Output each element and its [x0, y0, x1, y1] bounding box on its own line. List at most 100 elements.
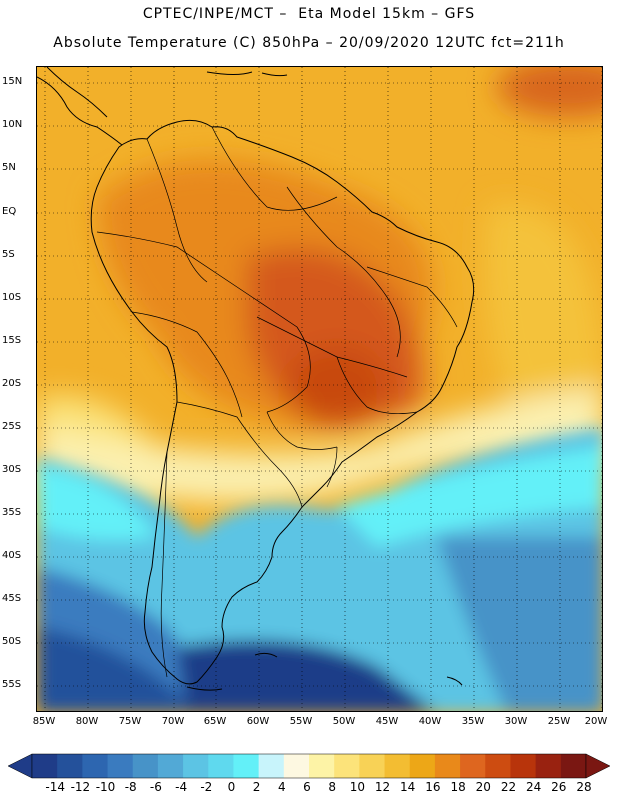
- colorbar-swatch: [334, 754, 360, 778]
- lat-label: 55S: [2, 679, 22, 690]
- temp-zone-cyan-west: [37, 467, 157, 541]
- colorbar-swatch: [359, 754, 386, 778]
- brazil-states-northeast: [366, 266, 458, 328]
- lon-label: 80W: [75, 716, 99, 727]
- colorbar-tick-label: 22: [500, 780, 517, 794]
- colorbar-swatch: [233, 754, 260, 778]
- colorbar-swatch: [208, 754, 234, 778]
- colorbar-swatch: [434, 754, 461, 778]
- caribbean-islands: [206, 71, 253, 75]
- colorbar-tick-label: 8: [328, 780, 336, 794]
- brazil-states-central: [256, 316, 408, 378]
- temperature-field-cold: [37, 427, 602, 711]
- falkland-islands: [254, 652, 278, 658]
- border-colombia-venezuela: [146, 138, 208, 283]
- lon-label: 50W: [332, 716, 356, 727]
- colorbar-arrow-left: [7, 753, 33, 779]
- colorbar-tick-label: -12: [70, 780, 91, 794]
- lon-label: 70W: [161, 716, 185, 727]
- colorbar-swatch: [183, 754, 209, 778]
- colorbar-tick-label: 10: [349, 780, 366, 794]
- border-paraguay: [266, 411, 338, 450]
- lon-label: 55W: [289, 716, 313, 727]
- colorbar-tick-label: 18: [450, 780, 466, 794]
- lat-label: 25S: [2, 421, 22, 432]
- temp-zone-hot-core: [287, 347, 387, 427]
- colorbar-tick-label: -6: [149, 780, 162, 794]
- coastlines: [37, 67, 475, 691]
- temp-zone-blue-southeast: [437, 536, 602, 711]
- lat-label: 40S: [2, 550, 22, 561]
- colorbar-swatch: [460, 754, 486, 778]
- temp-zone-pale-band: [37, 387, 602, 503]
- map-title: CPTEC/INPE/MCT – Eta Model 15km – GFS: [142, 6, 476, 22]
- brazil-states-south: [336, 356, 418, 414]
- border-peru-bolivia: [131, 311, 243, 418]
- lat-label: EQ: [2, 206, 17, 217]
- colorbar-swatch: [82, 754, 109, 778]
- colorbar-tick-label: -2: [200, 780, 213, 794]
- border-brazil-bolivia: [236, 286, 311, 413]
- lon-label: 85W: [32, 716, 56, 727]
- colorbar-tick-label: 28: [576, 780, 592, 794]
- map-svg: [37, 67, 602, 711]
- colorbar-tick-label: -10: [95, 780, 116, 794]
- colorbar-swatch: [157, 754, 184, 778]
- colorbar-swatches: [31, 753, 587, 779]
- lon-label: 25W: [547, 716, 571, 727]
- lon-label: 30W: [504, 716, 528, 727]
- temp-zone-cyan-east: [337, 447, 602, 547]
- border-colombia-peru: [96, 231, 238, 288]
- colorbar-swatch: [409, 754, 436, 778]
- colorbar-tick-label: 24: [525, 780, 542, 794]
- central-america-coast: [37, 76, 123, 146]
- south-america-coastline: [90, 119, 475, 685]
- graticule: [37, 67, 602, 711]
- colorbar-swatch: [485, 754, 511, 778]
- lon-label: 65W: [203, 716, 227, 727]
- colorbar-swatch: [309, 754, 335, 778]
- lat-label: 10S: [2, 292, 22, 303]
- colorbar-tick-label: -8: [124, 780, 137, 794]
- border-uruguay-brazil: [326, 446, 338, 488]
- brazil-states-north: [286, 186, 401, 358]
- colorbar-tick-label: -14: [45, 780, 65, 794]
- lon-label: 60W: [246, 716, 270, 727]
- central-america-caribbean-coast: [46, 67, 108, 118]
- lat-label: 20S: [2, 378, 22, 389]
- lat-label: 10N: [2, 119, 23, 130]
- temp-zone-polar: [177, 640, 435, 711]
- colorbar-tick-label: 26: [551, 780, 567, 794]
- lon-label: 40W: [418, 716, 442, 727]
- map-subtitle: Absolute Temperature (C) 850hPa – 20/09/…: [53, 35, 565, 51]
- lat-label: 5S: [2, 249, 15, 260]
- colorbar-tick-label: 14: [400, 780, 416, 794]
- colorbar-arrow-right: [585, 753, 611, 779]
- colorbar-swatch: [384, 754, 411, 778]
- lat-label: 15N: [2, 76, 23, 87]
- border-argentina-north: [176, 401, 303, 508]
- tierra-del-fuego: [186, 686, 223, 691]
- temp-zone-northeast-warm: [497, 67, 602, 117]
- lat-label: 5N: [2, 162, 16, 173]
- border-venezuela-brazil: [211, 126, 338, 211]
- colorbar-tick-label: 16: [425, 780, 441, 794]
- lat-label: 35S: [2, 507, 22, 518]
- lon-label: 45W: [375, 716, 399, 727]
- colorbar-tick-label: 12: [374, 780, 391, 794]
- lat-label: 50S: [2, 636, 22, 647]
- temp-zone-deep-blue: [37, 627, 196, 711]
- border-chile-argentina: [160, 451, 168, 678]
- colorbar-swatch: [132, 754, 159, 778]
- colorbar-swatch: [510, 754, 537, 778]
- south-georgia: [446, 676, 463, 686]
- lat-label: 15S: [2, 335, 22, 346]
- lat-label: 45S: [2, 593, 22, 604]
- lat-label: 30S: [2, 464, 22, 475]
- colorbar-frame: [31, 753, 587, 779]
- colorbar-tick-label: 6: [303, 780, 311, 794]
- colorbar-swatch: [107, 754, 134, 778]
- colorbar-swatch: [32, 754, 58, 778]
- colorbar-tick-label: 2: [252, 780, 261, 794]
- colorbar-swatch: [283, 754, 310, 778]
